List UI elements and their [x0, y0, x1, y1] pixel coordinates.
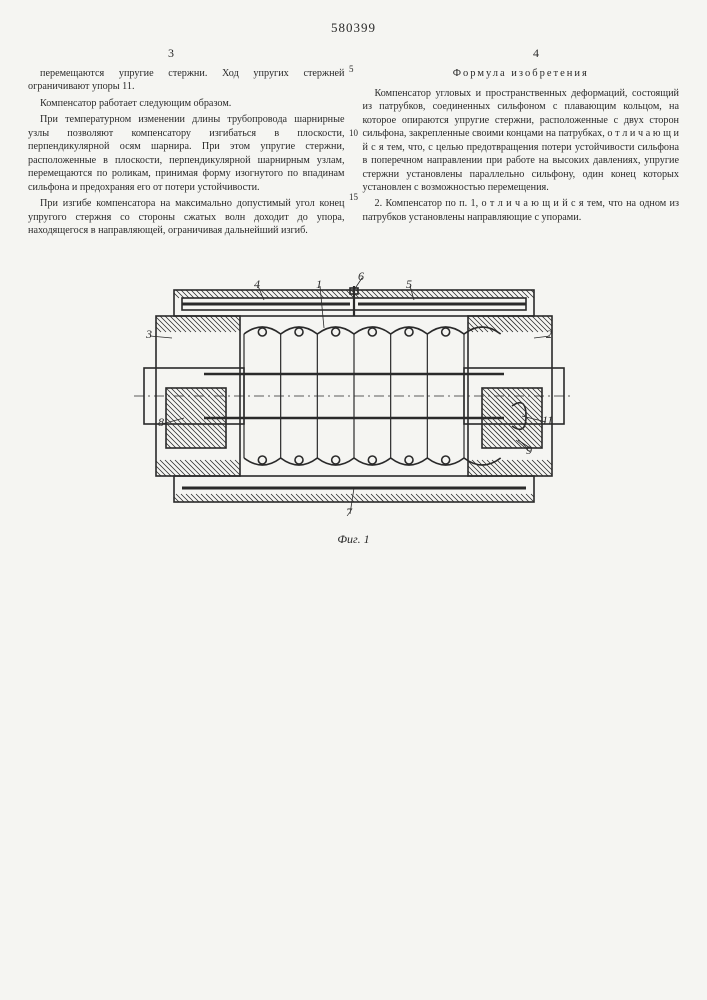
- page-numbers: 3 4: [28, 46, 679, 61]
- svg-text:8: 8: [158, 415, 164, 429]
- formula-title: Формула изобретения: [363, 67, 680, 81]
- right-p2: 2. Компенсатор по п. 1, о т л и ч а ю щ …: [363, 197, 680, 224]
- svg-text:11: 11: [542, 413, 553, 427]
- left-p1: перемещаются упругие стержни. Ход упруги…: [28, 67, 345, 94]
- svg-text:1: 1: [316, 277, 322, 291]
- document-number: 580399: [28, 20, 679, 36]
- right-column: Формула изобретения Компенсатор угловых …: [363, 67, 680, 240]
- figure-drawing: 4 1 6 5 3 2 8 7 9 11: [114, 268, 594, 524]
- left-column: перемещаются упругие стержни. Ход упруги…: [28, 67, 345, 240]
- svg-text:5: 5: [406, 277, 412, 291]
- left-p3: При температурном изменении длины трубоп…: [28, 113, 345, 194]
- page-number-right: 4: [533, 46, 539, 61]
- left-p4: При изгибе компенсатора на максимально д…: [28, 197, 345, 237]
- right-p1: Компенсатор угловых и пространственных д…: [363, 87, 680, 195]
- svg-text:7: 7: [346, 505, 353, 519]
- svg-text:9: 9: [526, 443, 532, 457]
- svg-text:3: 3: [145, 327, 152, 341]
- svg-text:2: 2: [546, 327, 552, 341]
- figure-1: 4 1 6 5 3 2 8 7 9 11 Фиг. 1: [114, 268, 594, 547]
- svg-text:6: 6: [358, 269, 364, 283]
- figure-caption: Фиг. 1: [114, 532, 594, 547]
- svg-text:4: 4: [254, 277, 260, 291]
- line-mark: 5: [349, 64, 358, 74]
- line-mark: 10: [349, 128, 358, 138]
- line-number-marks: 5 10 15: [349, 64, 358, 202]
- page-number-left: 3: [168, 46, 174, 61]
- figure-container: 4 1 6 5 3 2 8 7 9 11 Фиг. 1: [28, 268, 679, 547]
- line-mark: 15: [349, 192, 358, 202]
- left-p2: Компенсатор работает следующим образом.: [28, 97, 345, 110]
